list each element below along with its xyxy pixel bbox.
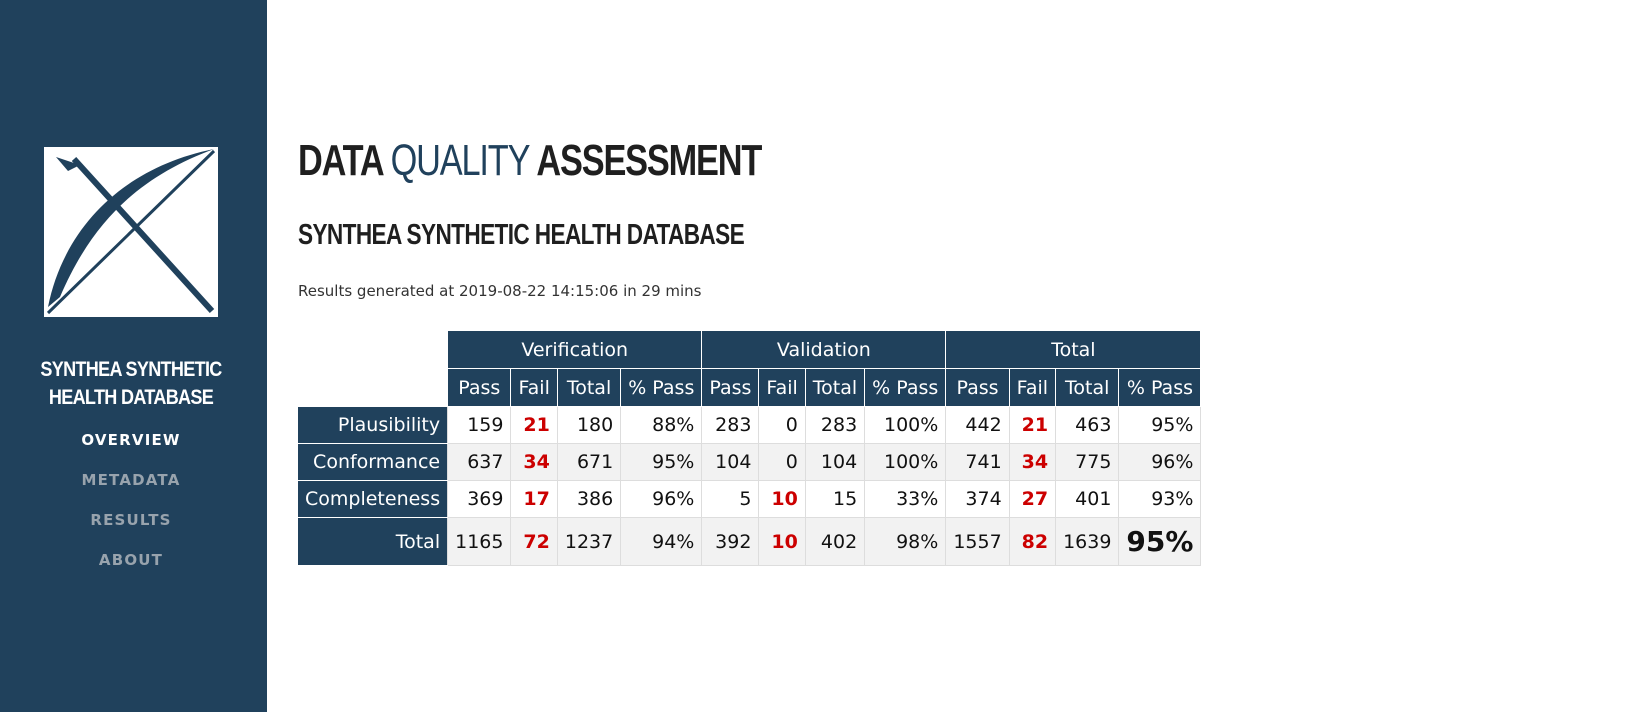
row-header: Total bbox=[298, 517, 448, 566]
table-cell: 386 bbox=[556, 480, 622, 518]
column-header: % Pass bbox=[1118, 368, 1202, 407]
sidebar: SYNTHEA SYNTHETIC HEALTH DATABASE OVERVI… bbox=[0, 0, 267, 712]
table-cell: 104 bbox=[701, 443, 760, 481]
table-cell: 10 bbox=[758, 517, 806, 566]
table-cell: 392 bbox=[701, 517, 760, 566]
table-cell: 95% bbox=[1118, 406, 1202, 444]
column-header: Fail bbox=[1008, 368, 1057, 407]
table-cell: 27 bbox=[1008, 480, 1057, 518]
group-header-total: Total bbox=[945, 330, 1202, 369]
table-cell: 95% bbox=[620, 443, 703, 481]
table-cell: 1237 bbox=[556, 517, 622, 566]
table-cell: 374 bbox=[945, 480, 1010, 518]
column-header: Fail bbox=[758, 368, 806, 407]
table-cell: 637 bbox=[447, 443, 512, 481]
table-cell: 402 bbox=[804, 517, 866, 566]
table-cell: 741 bbox=[945, 443, 1010, 481]
table-cell: 0 bbox=[758, 406, 806, 444]
table-cell: 34 bbox=[510, 443, 558, 481]
table-cell: 34 bbox=[1008, 443, 1057, 481]
table-row: Conformance 637 34 671 95% 104 0 104 100% 741 34 77… bbox=[298, 443, 1202, 481]
table-cell: 283 bbox=[701, 406, 760, 444]
table-cell: 159 bbox=[447, 406, 512, 444]
nav-item-about[interactable]: ABOUT bbox=[98, 551, 164, 569]
results-summary-table: Verification Validation Total Pass Fail Tota… bbox=[298, 330, 1202, 566]
table-cell: 93% bbox=[1118, 480, 1202, 518]
row-header: Conformance bbox=[298, 443, 448, 481]
column-header: % Pass bbox=[620, 368, 703, 407]
row-header: Plausibility bbox=[298, 406, 448, 444]
page-title-part2: ASSESSMENT bbox=[529, 136, 762, 185]
database-logo bbox=[44, 147, 218, 317]
table-cell: 671 bbox=[556, 443, 622, 481]
table-cell: 463 bbox=[1055, 406, 1120, 444]
table-cell: 88% bbox=[620, 406, 703, 444]
table-cell: 1165 bbox=[447, 517, 512, 566]
nav-item-metadata[interactable]: METADATA bbox=[81, 471, 181, 489]
nav-item-results[interactable]: RESULTS bbox=[90, 511, 172, 529]
group-header-verification: Verification bbox=[447, 330, 703, 369]
table-cell: 5 bbox=[701, 480, 760, 518]
page-title: DATA QUALITY ASSESSMENT bbox=[298, 133, 762, 189]
table-cell: 1557 bbox=[945, 517, 1010, 566]
row-header: Completeness bbox=[298, 480, 448, 518]
table-row: Total 1165 72 1237 94% 392 10 402 98% 1557 82 1639 9… bbox=[298, 517, 1202, 566]
column-header: % Pass bbox=[864, 368, 947, 407]
group-header-validation: Validation bbox=[701, 330, 947, 369]
table-cell: 33% bbox=[864, 480, 947, 518]
column-header: Fail bbox=[510, 368, 558, 407]
table-row: Completeness 369 17 386 96% 5 10 15 33% 374 27 401 9… bbox=[298, 480, 1202, 518]
table-cell: 442 bbox=[945, 406, 1010, 444]
table-cell: 15 bbox=[804, 480, 866, 518]
page-title-part1: DATA bbox=[298, 136, 391, 185]
sidebar-db-name: SYNTHEA SYNTHETIC HEALTH DATABASE bbox=[40, 358, 222, 409]
table-cell: 100% bbox=[864, 443, 947, 481]
table-cell: 98% bbox=[864, 517, 947, 566]
table-cell: 0 bbox=[758, 443, 806, 481]
column-header: Pass bbox=[701, 368, 760, 407]
column-header: Total bbox=[804, 368, 866, 407]
table-cell: 82 bbox=[1008, 517, 1057, 566]
sidebar-nav: OVERVIEW METADATA RESULTS ABOUT bbox=[0, 428, 262, 588]
column-header: Pass bbox=[447, 368, 512, 407]
table-row: Plausibility 159 21 180 88% 283 0 283 100% 442 21 4… bbox=[298, 406, 1202, 444]
page-title-accent: QUALITY bbox=[390, 136, 531, 185]
table-group-header-row: Verification Validation Total bbox=[298, 330, 1202, 369]
table-cell: 283 bbox=[804, 406, 866, 444]
column-header: Total bbox=[1055, 368, 1120, 407]
table-corner bbox=[298, 368, 448, 407]
table-cell: 96% bbox=[1118, 443, 1202, 481]
table-cell: 775 bbox=[1055, 443, 1120, 481]
table-cell: 96% bbox=[620, 480, 703, 518]
table-cell: 369 bbox=[447, 480, 512, 518]
table-cell: 94% bbox=[620, 517, 703, 566]
table-cell: 180 bbox=[556, 406, 622, 444]
table-cell: 21 bbox=[1008, 406, 1057, 444]
table-corner bbox=[298, 330, 448, 369]
table-cell: 17 bbox=[510, 480, 558, 518]
table-cell: 401 bbox=[1055, 480, 1120, 518]
column-header: Total bbox=[556, 368, 622, 407]
table-cell: 100% bbox=[864, 406, 947, 444]
nav-item-overview[interactable]: OVERVIEW bbox=[81, 431, 181, 449]
synthea-logo-icon bbox=[44, 147, 218, 317]
page-subtitle: SYNTHEA SYNTHETIC HEALTH DATABASE bbox=[298, 219, 745, 251]
table-cell: 72 bbox=[510, 517, 558, 566]
table-cell: 10 bbox=[758, 480, 806, 518]
column-header: Pass bbox=[945, 368, 1010, 407]
generated-info: Results generated at 2019-08-22 14:15:06… bbox=[298, 282, 702, 300]
table-cell: 1639 bbox=[1055, 517, 1120, 566]
table-cell: 104 bbox=[804, 443, 866, 481]
table-cell: 21 bbox=[510, 406, 558, 444]
table-sub-header-row: Pass Fail Total% Pass Pass Fail Total% Pass Pa… bbox=[298, 368, 1202, 407]
table-cell: 95% bbox=[1118, 517, 1202, 566]
